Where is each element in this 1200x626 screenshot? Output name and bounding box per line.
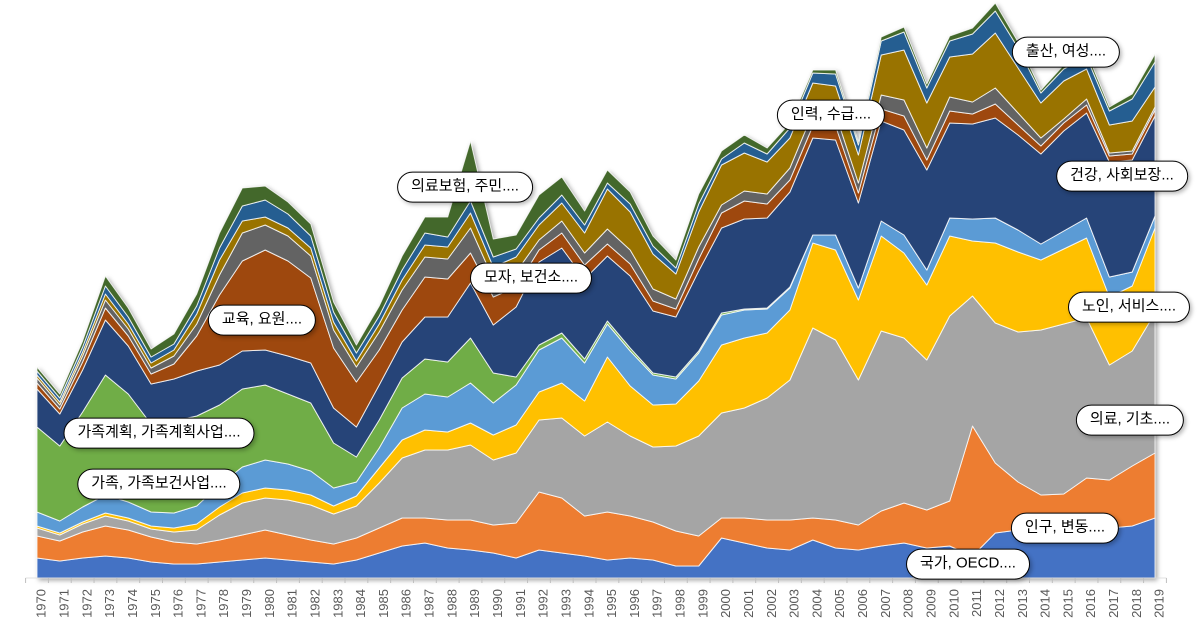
x-axis-label: 2013 [1015, 589, 1030, 618]
series-callout-label: 건강, 사회보장... [1070, 166, 1174, 184]
x-axis-label: 1983 [330, 589, 345, 618]
series-callout-label: 가족계획, 가족계획사업.... [77, 423, 241, 441]
series-callout-7: 교육, 요원.... [207, 304, 317, 336]
x-axis-label: 1982 [307, 589, 322, 618]
x-axis-label: 1972 [79, 589, 94, 618]
x-axis-label: 2018 [1129, 589, 1144, 618]
x-axis-label: 2010 [946, 589, 961, 618]
x-axis-label: 2005 [832, 589, 847, 618]
x-axis-label: 1977 [193, 589, 208, 618]
x-axis-label: 1985 [376, 589, 391, 618]
series-callout-label: 인구, 변동.... [1024, 518, 1106, 536]
x-axis-label: 2012 [992, 589, 1007, 618]
x-axis-label: 2008 [901, 589, 916, 618]
x-axis-label: 2009 [923, 589, 938, 618]
series-callout-0: 국가, OECD.... [906, 548, 1030, 580]
series-callout-label: 의료보험, 주민.... [411, 177, 519, 195]
x-axis-label: 1992 [536, 589, 551, 618]
x-axis-label: 1981 [285, 589, 300, 618]
x-axis-label: 1989 [467, 589, 482, 618]
x-axis-label: 2007 [878, 589, 893, 618]
x-axis-label: 1994 [581, 589, 596, 618]
series-callout-label: 의료, 기초.... [1089, 410, 1171, 428]
series-callout-label: 노인, 서비스.... [1081, 297, 1177, 315]
x-axis-label: 1978 [216, 589, 231, 618]
series-callout-9: 출산, 여성.... [1011, 36, 1121, 68]
series-callout-label: 국가, OECD.... [920, 554, 1016, 572]
x-axis-label: 1973 [102, 589, 117, 618]
x-axis-label: 1997 [650, 589, 665, 618]
x-axis-label: 1974 [125, 589, 140, 618]
x-axis-label: 1970 [34, 589, 49, 618]
x-axis-label: 1999 [695, 589, 710, 618]
series-callout-label: 모자, 보건소.... [483, 268, 579, 286]
x-axis-label: 2011 [969, 589, 984, 617]
series-callout-10: 인력, 수급.... [776, 99, 886, 131]
series-callout-1: 인구, 변동.... [1010, 512, 1120, 544]
x-axis-label: 2019 [1152, 589, 1167, 618]
x-axis-label: 1990 [490, 589, 505, 618]
series-callout-8: 모자, 보건소.... [469, 262, 593, 294]
series-callout-label: 가족, 가족보건사업.... [91, 474, 227, 492]
x-axis-label: 2016 [1083, 589, 1098, 618]
x-axis-label: 1979 [239, 589, 254, 618]
x-axis-label: 1998 [673, 589, 688, 618]
series-callout-3: 노인, 서비스.... [1067, 291, 1191, 323]
x-axis-label: 1971 [56, 589, 71, 618]
series-callout-label: 출산, 여성.... [1025, 42, 1107, 60]
x-axis-label: 1976 [171, 589, 186, 618]
series-callout-2: 의료, 기초.... [1075, 404, 1185, 436]
series-callout-11: 의료보험, 주민.... [397, 171, 533, 203]
x-axis-label: 1987 [422, 589, 437, 618]
x-axis-label: 1988 [444, 589, 459, 618]
x-axis-label: 1991 [513, 589, 528, 618]
x-axis-label: 1975 [148, 589, 163, 618]
x-axis-label: 1980 [262, 589, 277, 618]
x-axis-label: 2017 [1106, 589, 1121, 618]
series-callout-4: 가족, 가족보건사업.... [77, 468, 241, 500]
x-axis-label: 1986 [399, 589, 414, 618]
x-axis-label: 2003 [787, 589, 802, 618]
x-axis-label: 1993 [558, 589, 573, 618]
x-axis-label: 2002 [764, 589, 779, 618]
x-axis: 1970 1971 1972 1973 1974 1975 1976 1977 1978 1979… [25, 577, 1167, 618]
series-callout-label: 교육, 요원.... [221, 310, 303, 328]
x-axis-label: 2014 [1038, 589, 1053, 618]
x-axis-label: 2015 [1060, 589, 1075, 618]
x-axis-label: 1996 [627, 589, 642, 618]
area-band-11 [36, 2, 1156, 399]
x-axis-label: 1995 [604, 589, 619, 618]
series-callout-label: 인력, 수급.... [790, 105, 872, 123]
x-axis-label: 2004 [809, 589, 824, 618]
x-axis-label: 1984 [353, 589, 368, 618]
x-axis-label: 2001 [741, 589, 756, 618]
x-axis-label: 2000 [718, 589, 733, 618]
series-callout-5: 가족계획, 가족계획사업.... [63, 417, 255, 449]
x-axis-label: 2006 [855, 589, 870, 618]
plot-area [36, 2, 1156, 579]
series-callout-6: 건강, 사회보장... [1056, 160, 1188, 192]
